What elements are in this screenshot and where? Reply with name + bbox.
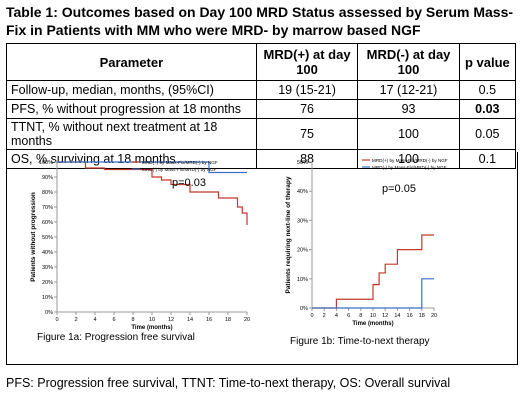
y-tick-label: 60%	[42, 220, 53, 226]
y-tick-label: 50%	[42, 235, 53, 241]
x-axis-label: Time (months)	[131, 325, 172, 331]
x-tick-label: 14	[187, 317, 193, 323]
row-mrd-pos-cell: 76	[255, 99, 359, 119]
x-tick-label: 6	[112, 317, 115, 323]
table-header-row: Parameter MRD(+) at day 100 MRD(-) at da…	[6, 43, 517, 81]
table-row: Follow-up, median, months, (95%CI) 19 (15…	[6, 80, 517, 100]
outcomes-table: Parameter MRD(+) at day 100 MRD(-) at da…	[6, 43, 517, 169]
x-tick-label: 4	[335, 313, 338, 319]
y-axis-label: Patients without progression	[30, 192, 37, 282]
x-tick-label: 0	[310, 313, 313, 319]
ttnt-chart: 0% 10% 20% 30% 40% 50% 0 2 4 6 8 10 12 14 16 18 20 Time (…	[285, 158, 448, 347]
header-mrd-pos: MRD(+) at day 100	[255, 43, 359, 81]
x-tick-label: 4	[93, 317, 96, 323]
row-parameter-cell: PFS, % without progression at 18 months	[6, 99, 257, 119]
row-parameter-cell: Follow-up, median, months, (95%CI)	[6, 80, 257, 100]
y-tick-label: 0%	[45, 310, 53, 316]
y-tick-label: 50%	[297, 160, 308, 166]
row-mrd-pos-cell: 75	[255, 118, 359, 150]
x-tick-label: 12	[382, 313, 388, 319]
x-tick-label: 14	[394, 313, 400, 319]
row-p-value-cell: 0.05	[458, 118, 517, 150]
series-line-mrd-pos	[57, 161, 248, 225]
legend-label: MRD(-) by Mass-Fix/MRD(-) by NGF	[372, 165, 447, 170]
row-mrd-neg-cell: 100	[357, 118, 460, 150]
y-tick-label: 90%	[42, 175, 53, 181]
x-tick-label: 12	[168, 317, 174, 323]
x-tick-label: 2	[74, 317, 77, 323]
y-tick-label: 40%	[297, 189, 308, 195]
y-tick-label: 100%	[39, 160, 53, 166]
x-tick-label: 8	[131, 317, 134, 323]
y-tick-label: 20%	[42, 280, 53, 286]
row-mrd-neg-cell: 93	[357, 99, 460, 119]
header-parameter: Parameter	[6, 43, 257, 81]
row-parameter-cell: TTNT, % without next treatment at 18 mon…	[6, 118, 257, 150]
footnote: PFS: Progression free survival, TTNT: Ti…	[6, 376, 451, 390]
y-tick-label: 40%	[42, 250, 53, 256]
x-tick-label: 10	[149, 317, 155, 323]
x-tick-label: 2	[323, 313, 326, 319]
p-value-annotation: p=0.05	[382, 183, 416, 195]
y-tick-label: 70%	[42, 205, 53, 211]
y-axis-label: Patients requiring next-line of therapy	[285, 176, 292, 293]
legend-label: MRD(+) by Mass-Fix/MRD(-) by NGF	[372, 158, 448, 163]
row-mrd-neg-cell: 100	[357, 149, 460, 169]
x-tick-label: 0	[55, 317, 58, 323]
table-row: OS, % surviving at 18 months 88 100 0.1	[6, 149, 517, 169]
figure-caption: Figure 1b: Time-to-next therapy	[290, 336, 430, 347]
x-tick-label: 16	[407, 313, 413, 319]
row-p-value-cell: 0.5	[458, 80, 517, 100]
header-mrd-neg: MRD(-) at day 100	[357, 43, 460, 81]
series-line-mrd-pos	[312, 234, 434, 309]
table-row: TTNT, % without next treatment at 18 mon…	[6, 118, 517, 150]
y-tick-label: 10%	[42, 295, 53, 301]
x-tick-label: 20	[431, 313, 437, 319]
series-line-mrd-neg	[312, 278, 434, 309]
header-p-value: p value	[458, 43, 517, 81]
y-tick-label: 20%	[297, 248, 308, 254]
y-tick-label: 80%	[42, 190, 53, 196]
figure-caption: Figure 1a: Progression free survival	[37, 332, 195, 343]
pfs-chart: 0% 10% 20% 30% 40% 50% 60% 70% 80% 90% 100% 0 2 4 6 8 10…	[30, 160, 250, 343]
x-axis-label: Time (months)	[352, 321, 393, 327]
figures-svg: 0%10%20%30%40%50%60%70%80%90%100%0 2 4 6 8 10…	[30, 158, 448, 347]
table-title: Table 1: Outcomes based on Day 100 MRD S…	[6, 4, 514, 38]
row-mrd-pos-cell: 19 (15-21)	[255, 80, 359, 100]
row-p-value-cell: 0.1	[458, 149, 517, 169]
x-tick-label: 10	[370, 313, 376, 319]
x-tick-label: 18	[225, 317, 231, 323]
legend-label: MRD(+) by Mass-Fix/MRD(-) by NGF	[142, 160, 218, 165]
row-p-value-cell: 0.03	[458, 99, 517, 119]
y-tick-label: 30%	[42, 265, 53, 271]
table-row: PFS, % without progression at 18 months 7…	[6, 99, 517, 119]
x-tick-label: 6	[347, 313, 350, 319]
x-tick-label: 18	[419, 313, 425, 319]
y-tick-label: 30%	[297, 218, 308, 224]
p-value-annotation: p=0.03	[172, 177, 206, 189]
x-tick-label: 8	[359, 313, 362, 319]
x-tick-label: 20	[244, 317, 250, 323]
x-tick-label: 16	[206, 317, 212, 323]
legend-label: MRD(-) by Mass-Fix/MRD(-) by NGF	[142, 167, 217, 172]
y-tick-label: 0%	[300, 306, 308, 312]
row-mrd-neg-cell: 17 (12-21)	[357, 80, 460, 100]
y-tick-label: 10%	[297, 277, 308, 283]
figures-panel: 0% 10% 20% 30% 40% 50% 60% 70% 80% 90% 100% 0 2 4 6 8 10…	[6, 152, 518, 365]
